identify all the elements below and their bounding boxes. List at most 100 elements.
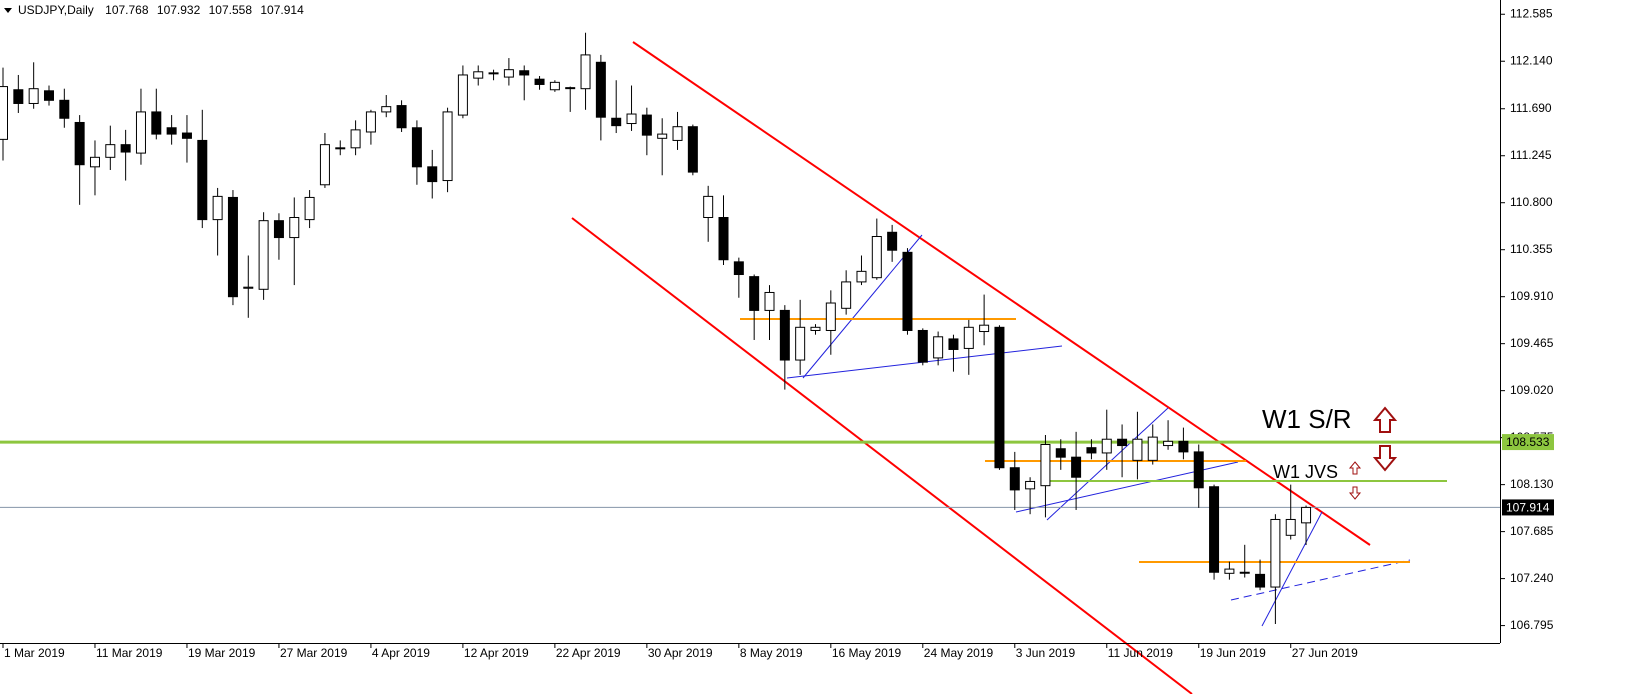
- y-tick-label: 111.690: [1510, 101, 1552, 115]
- candle-body: [810, 326, 821, 331]
- candle-body: [917, 329, 928, 363]
- y-tick-label: 109.910: [1510, 289, 1554, 303]
- candle-body: [703, 195, 714, 219]
- candles: [0, 32, 1312, 624]
- candle-body: [519, 70, 530, 76]
- candle-body: [1163, 440, 1174, 447]
- candle-body: [1009, 467, 1020, 491]
- candle-body: [1270, 518, 1281, 588]
- trend-line: [1261, 511, 1323, 627]
- annotation: W1 S/R: [1262, 404, 1352, 434]
- candle-body: [687, 126, 698, 173]
- candle-body: [488, 72, 499, 75]
- candle-body: [396, 105, 407, 129]
- candle-body: [304, 196, 315, 221]
- candle-body: [580, 54, 591, 90]
- candle-body: [319, 144, 330, 186]
- candle-body: [105, 144, 116, 158]
- header-open: 107.768: [105, 3, 149, 17]
- y-tick-label: 107.685: [1510, 524, 1554, 538]
- x-tick-label: 3 Jun 2019: [1016, 646, 1076, 660]
- candle-body: [856, 270, 867, 283]
- chart-header: USDJPY,Daily 107.768 107.932 107.558 107…: [18, 3, 304, 17]
- x-tick-label: 22 Apr 2019: [556, 646, 621, 660]
- y-tick-label: 112.585: [1510, 6, 1553, 20]
- candle-body: [135, 111, 146, 154]
- candle-body: [779, 309, 790, 361]
- up-arrow: [1372, 406, 1398, 433]
- candle-body: [641, 114, 652, 136]
- menu-arrow[interactable]: [4, 8, 12, 13]
- x-tick-label: 8 May 2019: [740, 646, 803, 660]
- candle-body: [994, 326, 1005, 469]
- x-tick-label: 12 Apr 2019: [464, 646, 529, 660]
- candle-body: [626, 113, 637, 125]
- candle-body: [1025, 480, 1036, 490]
- candle-body: [963, 326, 974, 349]
- candle-body: [718, 217, 729, 261]
- candle-body: [1040, 444, 1051, 487]
- trend-line: [1230, 559, 1411, 601]
- candle-body: [841, 281, 852, 309]
- candle-body: [948, 338, 959, 350]
- down-arrow-small: [1348, 486, 1362, 500]
- candle-body: [1209, 486, 1220, 573]
- candle-body: [13, 89, 24, 104]
- candle-body: [273, 220, 284, 239]
- candle-body: [89, 156, 100, 168]
- x-tick-label: 19 Jun 2019: [1200, 646, 1266, 660]
- candle-body: [1193, 451, 1204, 489]
- x-tick-label: 4 Apr 2019: [372, 646, 430, 660]
- candle-body: [0, 86, 8, 140]
- candle-body: [1178, 440, 1189, 453]
- candle-body: [289, 217, 300, 239]
- header-close: 107.914: [260, 3, 304, 17]
- y-tick-label: 110.800: [1510, 195, 1553, 209]
- up-arrow-small: [1348, 461, 1362, 475]
- candle-body: [657, 133, 668, 139]
- candle-body: [933, 336, 944, 359]
- candle-body: [120, 144, 131, 153]
- candle-body: [1301, 506, 1312, 524]
- candle-body: [197, 139, 208, 221]
- candle-body: [212, 195, 223, 221]
- candle-body: [457, 74, 468, 116]
- price-label-bg: [1502, 499, 1554, 516]
- arrows: [1348, 406, 1398, 500]
- candle-body: [243, 286, 254, 289]
- candle-body: [902, 251, 913, 331]
- candle-body: [595, 61, 606, 118]
- y-tick-label: 109.465: [1510, 336, 1554, 350]
- candle-body: [227, 196, 238, 298]
- x-tick-label: 27 Mar 2019: [280, 646, 348, 660]
- candle-body: [427, 166, 438, 183]
- y-tick-label: 107.240: [1510, 571, 1554, 585]
- chart-title: USDJPY,Daily: [18, 3, 94, 17]
- candle-body: [503, 69, 514, 78]
- candle-body: [749, 276, 760, 311]
- candle-body: [59, 99, 70, 119]
- candle-body: [1055, 448, 1066, 458]
- candle-body: [74, 121, 85, 166]
- candle-body: [534, 78, 545, 85]
- candle-body: [1224, 568, 1235, 574]
- x-tick-label: 11 Jun 2019: [1108, 646, 1173, 660]
- candle-body: [565, 87, 576, 90]
- candle-body: [181, 132, 192, 139]
- trend-line: [802, 234, 923, 379]
- candle-body: [442, 111, 453, 182]
- annotation: W1 JVS: [1273, 462, 1338, 482]
- candle-body: [166, 127, 177, 135]
- candle-body: [411, 127, 422, 168]
- y-tick-label: 111.245: [1510, 148, 1552, 162]
- trend-line: [1046, 407, 1169, 521]
- candle-body: [795, 326, 806, 361]
- candle-body: [1285, 518, 1296, 536]
- candle-body: [979, 324, 990, 333]
- x-tick-label: 1 Mar 2019: [4, 646, 65, 660]
- candle-body: [672, 126, 683, 141]
- candle-body: [365, 111, 376, 133]
- drawings: [571, 41, 1447, 694]
- y-tick-label: 108.130: [1510, 477, 1554, 491]
- candle-body: [381, 106, 392, 113]
